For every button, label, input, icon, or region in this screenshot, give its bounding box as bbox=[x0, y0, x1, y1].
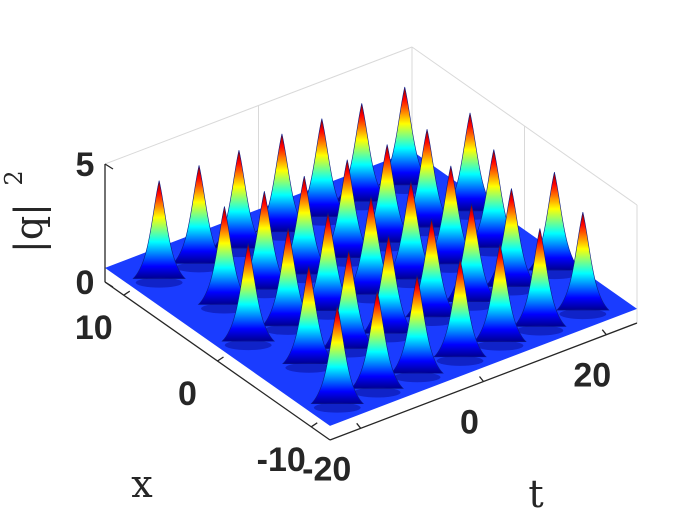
z-tick bbox=[104, 281, 114, 288]
surface-trough bbox=[353, 387, 401, 398]
surface-peak bbox=[132, 180, 186, 279]
surface-trough bbox=[313, 402, 361, 413]
x-tick-label: 10 bbox=[75, 309, 113, 347]
t-tick-label: 20 bbox=[573, 357, 611, 395]
surface-peak bbox=[556, 211, 610, 311]
y-axis-label: x bbox=[131, 462, 152, 506]
surface-trough bbox=[393, 372, 441, 383]
x-tick bbox=[123, 290, 131, 296]
surface-peak bbox=[433, 258, 487, 358]
x-tick bbox=[217, 356, 224, 362]
surface-peak bbox=[513, 228, 567, 327]
surface-peak bbox=[295, 118, 349, 217]
surface-trough bbox=[516, 325, 564, 336]
surface-peak bbox=[350, 290, 404, 389]
x-tick bbox=[310, 422, 318, 428]
surface-trough bbox=[476, 340, 524, 351]
surface-trough bbox=[175, 262, 223, 273]
x-tick-label: -10 bbox=[257, 441, 306, 479]
t-tick-label: -20 bbox=[302, 450, 351, 488]
t-tick bbox=[601, 329, 607, 336]
x-tick-label: 0 bbox=[178, 375, 197, 413]
t-tick-label: 0 bbox=[460, 404, 479, 442]
t-tick bbox=[356, 422, 362, 429]
surface-trough bbox=[436, 355, 484, 366]
z-tick bbox=[104, 163, 114, 170]
surface-trough bbox=[285, 362, 333, 373]
surface-peak bbox=[282, 265, 336, 365]
z-axis-label-base: |q| bbox=[7, 203, 51, 253]
surface-trough bbox=[135, 277, 183, 288]
ticks-layer: -20 0 20 -10 0 10 0 5 bbox=[75, 146, 611, 488]
surface-trough bbox=[224, 340, 272, 351]
surface-peak bbox=[172, 165, 226, 264]
surface-layer bbox=[105, 86, 637, 426]
surface-peak bbox=[310, 305, 365, 404]
surface-peak bbox=[390, 275, 444, 374]
z-axis-label: |q| 2 bbox=[0, 170, 51, 253]
t-tick bbox=[478, 376, 485, 382]
surface-peak bbox=[473, 243, 527, 342]
surface-peak bbox=[221, 243, 275, 342]
z-axis-label-exponent: 2 bbox=[0, 170, 28, 185]
z-tick-label: 5 bbox=[76, 146, 95, 184]
surface-trough bbox=[559, 309, 607, 320]
x-axis-label: t bbox=[528, 472, 543, 516]
z-tick-label: 0 bbox=[76, 264, 95, 302]
